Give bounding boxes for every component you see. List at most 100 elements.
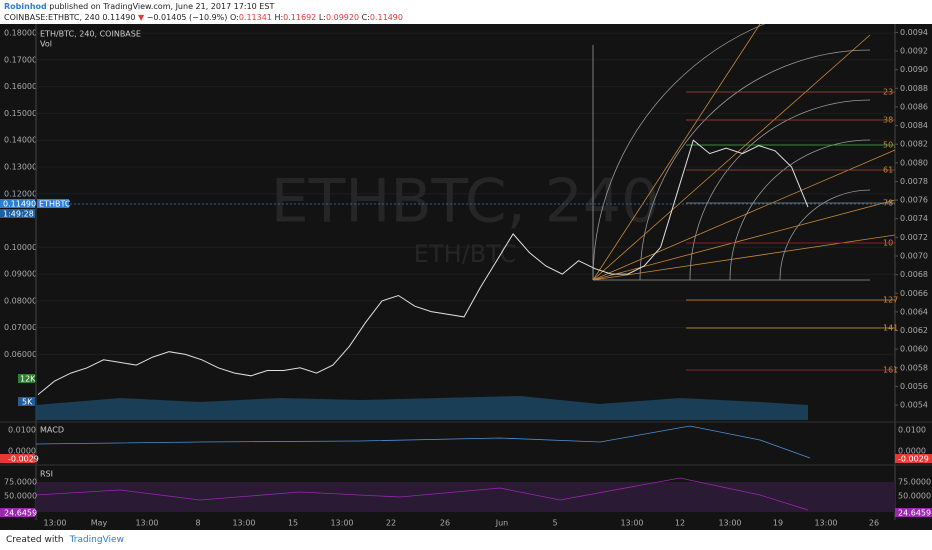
macd-value: -0.0029 bbox=[8, 455, 39, 464]
y2-tick-label: 0.0058 bbox=[900, 363, 928, 372]
y2-tick-label: 0.0094 bbox=[900, 28, 928, 37]
vol-tick: 5K bbox=[22, 398, 33, 407]
h-label: H: bbox=[274, 13, 284, 22]
y-tick-label: 0.07000 bbox=[4, 323, 37, 332]
brand[interactable]: TradingView bbox=[69, 535, 124, 545]
rsi-value: 24.6459 bbox=[898, 509, 931, 518]
fib-levels bbox=[686, 91, 895, 371]
y-tick-label: 0.08000 bbox=[4, 296, 37, 305]
vol-label: Vol bbox=[40, 40, 52, 49]
y-tick-label: 0.17000 bbox=[4, 55, 37, 64]
chart: 0.18000 0.17000 0.16000 0.15000 0.14000 0.130… bbox=[0, 24, 932, 530]
y2-tick-label: 0.0084 bbox=[900, 121, 928, 130]
macd-tick: 0.0000 bbox=[898, 447, 926, 456]
h: 0.11692 bbox=[283, 13, 317, 22]
y2-tick-label: 0.0054 bbox=[900, 401, 928, 410]
rsi-tick: 50.0000 bbox=[4, 492, 37, 501]
rsi-label: RSI bbox=[40, 470, 53, 479]
y2-tick-label: 0.0074 bbox=[900, 214, 928, 223]
y2-tick-label: 0.0082 bbox=[900, 140, 928, 149]
x-tick-label: 13:00 bbox=[620, 519, 643, 528]
arrow: ▼ bbox=[138, 13, 145, 22]
x-tick-label: 13:00 bbox=[43, 519, 66, 528]
vol-tag bbox=[18, 397, 35, 406]
rsi-tick: 75.0000 bbox=[898, 478, 931, 487]
price-tag bbox=[0, 199, 35, 208]
y-tick-label: 0.16000 bbox=[4, 82, 37, 91]
x-tick-label: 13:00 bbox=[135, 519, 158, 528]
rsi-tag bbox=[0, 508, 35, 517]
y2-tick-label: 0.0056 bbox=[900, 382, 928, 391]
background bbox=[0, 24, 932, 530]
x-tick-label: 8 bbox=[195, 519, 200, 528]
x-tick-label: 26 bbox=[440, 519, 450, 528]
y-tick-label: 0.18000 bbox=[4, 29, 37, 38]
y2-tick-label: 0.0086 bbox=[900, 102, 928, 111]
watermark-2: ETH/BTC bbox=[414, 240, 516, 268]
symbol-tag bbox=[37, 199, 69, 208]
y-tick-label: 0.14000 bbox=[4, 136, 37, 145]
line2: COINBASE:ETHBTC, 240 0.11490 ▼ −0.01405 … bbox=[4, 12, 928, 23]
macd-tick: 0.0100 bbox=[898, 426, 926, 435]
o-label: O: bbox=[229, 13, 239, 22]
y-tick-label: 0.12000 bbox=[4, 189, 37, 198]
footer: Created with TradingView bbox=[0, 530, 932, 550]
fib-fan bbox=[592, 24, 896, 281]
y2-tick-label: 0.0070 bbox=[900, 252, 928, 261]
y2-tick-label: 0.0068 bbox=[900, 270, 928, 279]
created: Created with bbox=[6, 535, 64, 545]
x-tick-label: 13:00 bbox=[718, 519, 741, 528]
countdown: 1:49:28 bbox=[3, 210, 34, 219]
y2-tick-label: 0.0072 bbox=[900, 233, 928, 242]
x-tick-label: 19 bbox=[773, 519, 783, 528]
macd-tag bbox=[0, 454, 35, 463]
published: published on TradingView.com, June 21, 2… bbox=[49, 2, 275, 11]
o: 0.11341 bbox=[238, 13, 272, 22]
c: 0.11490 bbox=[369, 13, 403, 22]
pane-title: ETH/BTC, 240, COINBASE bbox=[40, 30, 141, 39]
l-label: L: bbox=[318, 13, 326, 22]
macd-value: -0.0029 bbox=[898, 455, 929, 464]
x-tick-label: 13:00 bbox=[814, 519, 837, 528]
x-tick-label: 22 bbox=[386, 519, 396, 528]
x-tick-label: 5 bbox=[552, 519, 557, 528]
fib-arcs bbox=[592, 24, 871, 281]
y2-tick-label: 0.0080 bbox=[900, 158, 928, 167]
axes: 0.18000 0.17000 0.16000 0.15000 0.14000 0.130… bbox=[4, 24, 928, 528]
y-tick-label: 0.15000 bbox=[4, 109, 37, 118]
line1: Robinhod published on TradingView.com, J… bbox=[4, 1, 928, 12]
rsi-tag bbox=[895, 508, 932, 517]
y2-tick-label: 0.0092 bbox=[900, 47, 928, 56]
c-label: C: bbox=[361, 13, 370, 22]
x-tick-label: May bbox=[91, 519, 108, 528]
y-tick-label: 0.09000 bbox=[4, 270, 37, 279]
symbol: COINBASE:ETHBTC, 240 bbox=[4, 13, 100, 22]
y2-tick-label: 0.0088 bbox=[900, 84, 928, 93]
rsi-tick: 75.0000 bbox=[4, 478, 37, 487]
l: 0.09920 bbox=[325, 13, 360, 22]
macd-tag bbox=[895, 454, 932, 463]
y-tick-label: 0.06000 bbox=[4, 350, 37, 359]
countdown-tag bbox=[0, 209, 35, 218]
y2-tick-label: 0.0090 bbox=[900, 65, 928, 74]
vol-tag bbox=[18, 374, 35, 383]
y2-tick-label: 0.0060 bbox=[900, 345, 928, 354]
y2-tick-label: 0.0066 bbox=[900, 289, 928, 298]
header: Robinhod published on TradingView.com, J… bbox=[0, 0, 932, 24]
y-tick-label: 0.13000 bbox=[4, 162, 37, 171]
price-tag-text: 0.11490 bbox=[3, 200, 36, 209]
x-tick-label: 12 bbox=[675, 519, 685, 528]
macd-label: MACD bbox=[40, 426, 64, 435]
change: −0.01405 (−10.9%) bbox=[146, 13, 228, 22]
y2-tick-label: 0.0062 bbox=[900, 326, 928, 335]
vol-tick: 12K bbox=[20, 375, 36, 384]
rsi-line bbox=[35, 477, 809, 511]
author: Robinhod bbox=[4, 2, 47, 11]
volume-area bbox=[36, 396, 808, 420]
macd-line bbox=[35, 425, 811, 459]
x-tick-label: Jun bbox=[495, 519, 509, 528]
watermark: ETHBTC, 240 bbox=[271, 167, 660, 237]
macd-tick: 0.0000 bbox=[8, 447, 36, 456]
macd-tick: 0.0100 bbox=[8, 426, 36, 435]
